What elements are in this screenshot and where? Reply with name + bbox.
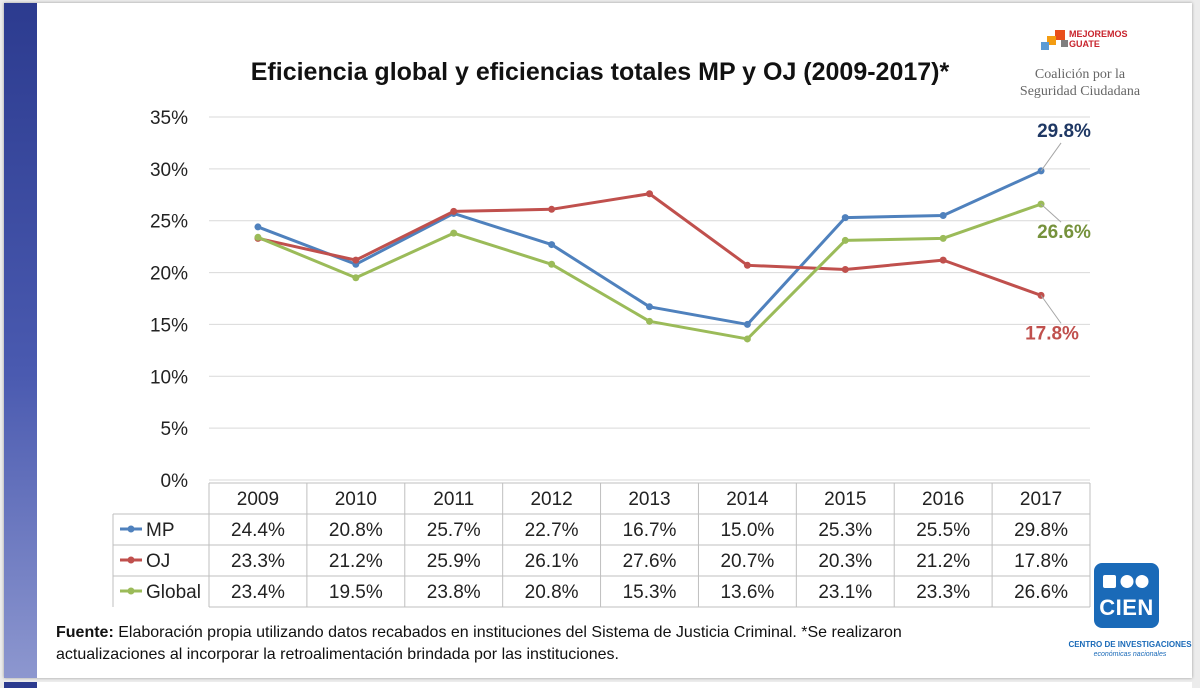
source-text-1: Elaboración propia utilizando datos reca… [118, 624, 902, 641]
end-label-leader [1040, 295, 1062, 324]
chart-title: Eficiencia global y eficiencias totales … [250, 58, 950, 86]
end-label-leader [1040, 142, 1062, 172]
cien-subtitle: CENTRO DE INVESTIGACIONES [1068, 640, 1192, 649]
end-label-leader [1040, 203, 1062, 223]
x-tick-label: 2012 [530, 489, 572, 510]
mejoremos-guate-icon [1041, 30, 1068, 50]
table-cell: 20.8% [329, 520, 383, 541]
legend-label-oj: OJ [146, 551, 170, 572]
legend-marker-mp [127, 525, 135, 533]
x-tick-label: 2010 [335, 489, 377, 510]
data-point-global [841, 236, 849, 244]
y-tick-label: 5% [161, 419, 189, 440]
next-slide-strip [4, 682, 1192, 688]
table-cell: 13.6% [720, 582, 774, 603]
data-point-oj [841, 265, 849, 273]
table-cell: 17.8% [1014, 551, 1068, 572]
table-cell: 20.7% [720, 551, 774, 572]
y-tick-label: 35% [150, 108, 188, 129]
cien-icon [1103, 575, 1149, 588]
table-cell: 15.3% [623, 582, 677, 603]
slide [4, 3, 1192, 678]
source-label: Fuente: [56, 624, 114, 641]
data-point-global [548, 260, 556, 268]
end-label-mp: 29.8% [1037, 121, 1091, 142]
series-line-oj [257, 192, 1042, 297]
x-tick-label: 2015 [824, 489, 866, 510]
data-point-global [450, 229, 458, 237]
table-cell: 19.5% [329, 582, 383, 603]
table-cell: 16.7% [623, 520, 677, 541]
y-tick-label: 25% [150, 212, 188, 233]
legend-label-global: Global [146, 582, 201, 603]
table-cell: 23.1% [818, 582, 872, 603]
mejoremos-word: MEJOREMOS [1069, 29, 1128, 39]
data-point-mp [254, 223, 262, 231]
table-cell: 21.2% [916, 551, 970, 572]
table-cell: 25.3% [818, 520, 872, 541]
table-cell: 23.3% [916, 582, 970, 603]
data-point-oj [450, 207, 458, 215]
y-tick-label: 0% [161, 471, 189, 492]
data-point-oj [646, 190, 653, 198]
x-tick-label: 2009 [237, 489, 279, 510]
y-tick-label: 30% [150, 160, 188, 181]
seguridad-line: Seguridad Ciudadana [1019, 84, 1141, 99]
table-cell: 27.6% [623, 551, 677, 572]
table-cell: 23.4% [231, 582, 285, 603]
source-note: Fuente: Elaboración propia utilizando da… [56, 622, 1016, 666]
coalicion-line: Coalición por la [1034, 67, 1126, 82]
cien-logo: CIEN [1094, 563, 1159, 628]
cien-wordmark: CIEN [1099, 595, 1154, 620]
table-cell: 15.0% [720, 520, 774, 541]
y-tick-label: 20% [150, 264, 188, 285]
data-point-oj [743, 261, 751, 269]
legend-marker-global [127, 587, 135, 595]
x-tick-label: 2011 [433, 489, 474, 510]
slide-accent-bar [4, 3, 37, 678]
table-cell: 29.8% [1014, 520, 1068, 541]
data-point-oj [352, 256, 360, 264]
cien-subtitle-2: económicas nacionales [1093, 651, 1167, 658]
legend-marker-oj [127, 556, 135, 564]
table-cell: 25.7% [427, 520, 481, 541]
y-tick-label: 15% [150, 315, 188, 336]
table-cell: 23.8% [427, 582, 481, 603]
table-cell: 26.6% [1014, 582, 1068, 603]
x-tick-label: 2016 [922, 489, 964, 510]
table-cell: 22.7% [525, 520, 579, 541]
end-label-oj: 17.8% [1025, 323, 1079, 344]
data-point-mp [646, 303, 653, 311]
table-cell: 21.2% [329, 551, 383, 572]
data-point-mp [743, 320, 751, 328]
data-point-mp [841, 214, 849, 222]
data-point-mp [939, 212, 947, 220]
table-cell: 25.5% [916, 520, 970, 541]
data-point-oj [939, 256, 947, 264]
table-cell: 24.4% [231, 520, 285, 541]
data-point-global [352, 274, 360, 282]
table-cell: 20.3% [818, 551, 872, 572]
end-label-global: 26.6% [1037, 222, 1091, 243]
table-cell: 20.8% [525, 582, 579, 603]
table-cell: 25.9% [427, 551, 481, 572]
guate-word: GUATE [1069, 39, 1100, 49]
data-point-global [646, 317, 653, 325]
data-point-global [254, 233, 262, 241]
y-tick-label: 10% [150, 367, 188, 388]
data-point-mp [548, 241, 556, 249]
x-tick-label: 2017 [1020, 489, 1062, 510]
source-text-2: actualizaciones al incorporar la retroal… [56, 646, 619, 663]
data-point-global [743, 335, 751, 343]
mejoremos-guate-logo: MEJOREMOS GUATE Coalición por la Segurid… [1005, 26, 1155, 106]
table-cell: 26.1% [525, 551, 579, 572]
table-cell: 23.3% [231, 551, 285, 572]
x-tick-label: 2014 [726, 489, 769, 510]
data-point-oj [548, 205, 556, 213]
x-tick-label: 2013 [628, 489, 670, 510]
legend-label-mp: MP [146, 520, 175, 541]
data-point-global [939, 234, 947, 242]
